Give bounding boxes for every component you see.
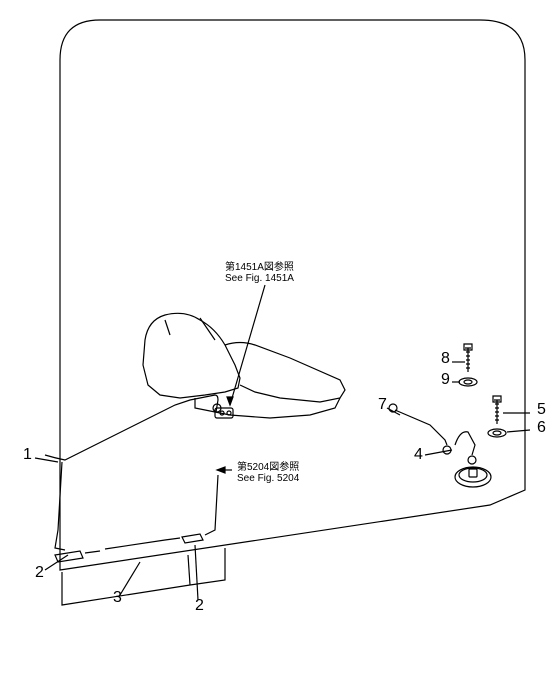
diagram-svg bbox=[0, 0, 559, 683]
reference-5204: 第5204図参照 See Fig. 5204 bbox=[237, 462, 299, 484]
technical-diagram: 1 2 2 3 4 5 6 7 8 9 第1451A図参照 See Fig. 1… bbox=[0, 0, 559, 683]
callout-5: 5 bbox=[537, 401, 546, 419]
callout-2b: 2 bbox=[195, 597, 204, 615]
callout-8: 8 bbox=[441, 350, 450, 368]
callout-4: 4 bbox=[414, 446, 423, 464]
callout-1: 1 bbox=[23, 446, 32, 464]
reference-1451a: 第1451A図参照 See Fig. 1451A bbox=[225, 262, 294, 284]
callout-3: 3 bbox=[113, 589, 122, 607]
ref-5204-jp: 第5204図参照 bbox=[237, 462, 299, 473]
ref-1451a-jp: 第1451A図参照 bbox=[225, 262, 294, 273]
ref-1451a-en: See Fig. 1451A bbox=[225, 273, 294, 284]
callout-9: 9 bbox=[441, 371, 450, 389]
callout-7: 7 bbox=[378, 396, 387, 414]
callout-2: 2 bbox=[35, 564, 44, 582]
callout-6: 6 bbox=[537, 419, 546, 437]
ref-5204-en: See Fig. 5204 bbox=[237, 473, 299, 484]
